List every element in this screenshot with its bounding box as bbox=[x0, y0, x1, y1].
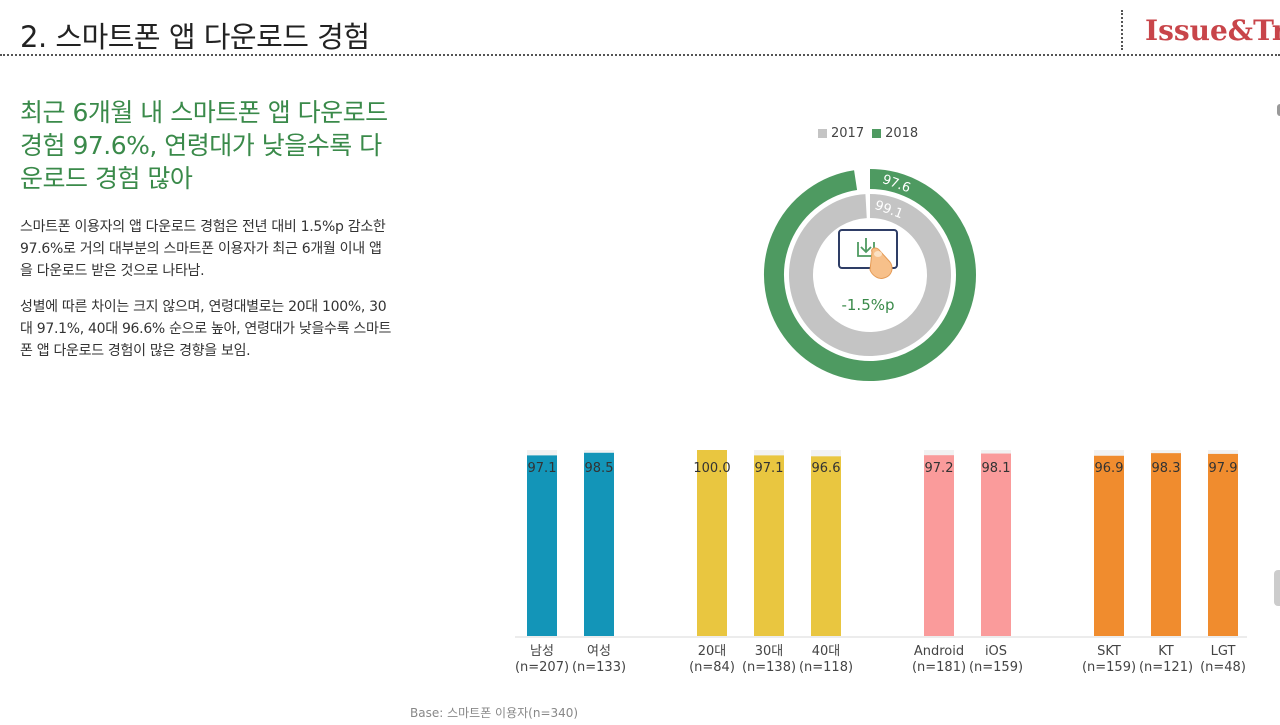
bar-category-label: 여성 bbox=[587, 644, 611, 659]
bar-n-label: (n=138) bbox=[742, 660, 796, 675]
bar-value-label: 100.0 bbox=[693, 461, 730, 476]
bar-carrier-2 bbox=[1208, 453, 1238, 636]
donut-chart: 97.699.1 bbox=[764, 169, 976, 381]
bar-n-label: (n=121) bbox=[1139, 660, 1193, 675]
page-title: 2. 스마트폰 앱 다운로드 경험 bbox=[20, 20, 370, 54]
donut-arc-2017 bbox=[789, 194, 951, 356]
bar-age-0 bbox=[697, 450, 727, 636]
bar-n-label: (n=159) bbox=[1082, 660, 1136, 675]
bar-category-label: Android bbox=[914, 644, 964, 659]
bar-value-label: 98.1 bbox=[982, 461, 1011, 476]
legend-swatch-2017 bbox=[818, 129, 827, 138]
bar-n-label: (n=118) bbox=[799, 660, 853, 675]
bar-os-1 bbox=[981, 453, 1011, 636]
edge-mark-top bbox=[1277, 104, 1280, 116]
brand-logo: Issue&Tre bbox=[1145, 14, 1280, 47]
bar-value-label: 97.1 bbox=[755, 461, 784, 476]
bar-chart: 97.1 남성(n=207) 98.5 여성(n=133) 100.0 20대(n=84)… bbox=[515, 450, 1247, 675]
bar-value-label: 96.6 bbox=[812, 461, 841, 476]
bar-category-label: SKT bbox=[1097, 644, 1121, 659]
summary-paragraph-1: 스마트폰 이용자의 앱 다운로드 경험은 전년 대비 1.5%p 감소한 97.… bbox=[20, 219, 386, 279]
donut-center-label: -1.5%p bbox=[841, 296, 895, 314]
bar-n-label: (n=207) bbox=[515, 660, 569, 675]
edge-mark bbox=[1274, 570, 1280, 606]
bar-value-label: 97.1 bbox=[528, 461, 557, 476]
bar-category-label: KT bbox=[1158, 644, 1174, 659]
brand-divider bbox=[1121, 10, 1123, 50]
bar-value-label: 98.3 bbox=[1152, 461, 1181, 476]
bar-n-label: (n=159) bbox=[969, 660, 1023, 675]
bar-carrier-1 bbox=[1151, 453, 1181, 636]
bar-category-label: LGT bbox=[1211, 644, 1236, 659]
bar-value-label: 97.2 bbox=[925, 461, 954, 476]
donut-legend: 2017 2018 bbox=[818, 126, 918, 141]
legend-swatch-2018 bbox=[872, 129, 882, 138]
bar-value-label: 97.9 bbox=[1209, 461, 1238, 476]
bar-category-label: iOS bbox=[985, 644, 1007, 659]
bar-category-label: 20대 bbox=[698, 644, 727, 659]
legend-label-2017: 2017 bbox=[831, 126, 865, 141]
bar-value-label: 98.5 bbox=[585, 461, 614, 476]
bar-gender-1 bbox=[584, 452, 614, 636]
summary-paragraph-2: 성별에 따른 차이는 크지 않으며, 연령대별로는 20대 100%, 30대 … bbox=[20, 299, 392, 359]
legend-item-2017: 2017 bbox=[818, 126, 864, 141]
bar-age-1 bbox=[754, 455, 784, 636]
bar-category-label: 40대 bbox=[812, 644, 841, 659]
download-phone-icon bbox=[838, 229, 898, 279]
base-note: Base: 스마트폰 이용자(n=340) bbox=[410, 706, 579, 720]
bar-value-label: 96.9 bbox=[1095, 461, 1124, 476]
bar-n-label: (n=84) bbox=[689, 660, 735, 675]
bar-category-label: 남성 bbox=[530, 644, 554, 659]
legend-item-2018: 2018 bbox=[872, 126, 918, 141]
title-divider bbox=[0, 54, 1280, 56]
donut-arc-2018 bbox=[764, 169, 976, 381]
bar-category-label: 30대 bbox=[755, 644, 784, 659]
bar-carrier-0 bbox=[1094, 455, 1124, 636]
bar-age-2 bbox=[811, 456, 841, 636]
bar-gender-0 bbox=[527, 455, 557, 636]
bar-os-0 bbox=[924, 455, 954, 636]
bar-n-label: (n=48) bbox=[1200, 660, 1246, 675]
bar-n-label: (n=181) bbox=[912, 660, 966, 675]
bar-n-label: (n=133) bbox=[572, 660, 626, 675]
legend-label-2018: 2018 bbox=[885, 126, 919, 141]
headline: 최근 6개월 내 스마트폰 앱 다운로드 경험 97.6%, 연령대가 낮을수록… bbox=[20, 98, 388, 193]
